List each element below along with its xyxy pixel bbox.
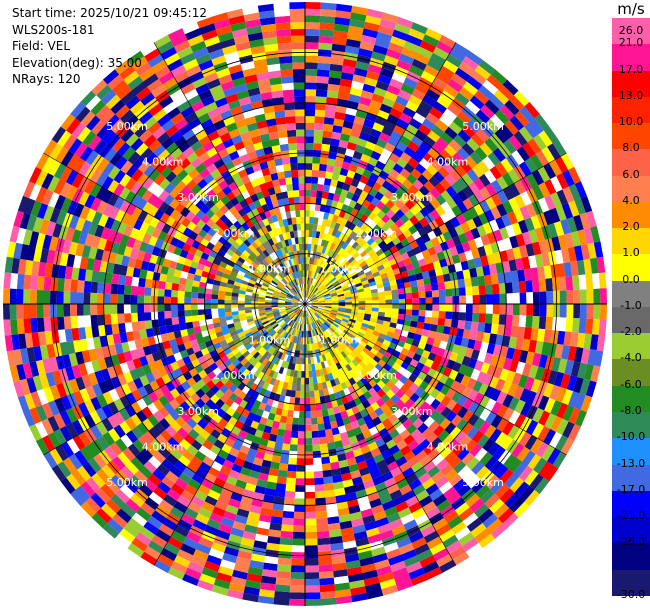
colorbar-swatch: -13.0 bbox=[612, 457, 650, 491]
range-label: 5.00km bbox=[462, 476, 504, 489]
colorbar-swatch: -21.0 bbox=[612, 509, 650, 544]
range-label: 2.00km bbox=[355, 227, 397, 240]
colorbar-swatch: -17.0 bbox=[612, 483, 650, 518]
colorbar-swatch: -4.0 bbox=[612, 351, 650, 386]
colorbar-tick: 8.0 bbox=[622, 141, 640, 155]
range-label: 3.00km bbox=[391, 405, 433, 418]
colorbar-swatch: 6.0 bbox=[612, 168, 650, 202]
colorbar-tick: -1.0 bbox=[620, 298, 642, 312]
colorbar-tick: -4.0 bbox=[620, 351, 642, 365]
elevation: Elevation(deg): 35.00 bbox=[12, 55, 142, 70]
colorbar-tick: -26.0 bbox=[616, 535, 646, 549]
range-label: 2.00km bbox=[213, 369, 255, 382]
azimuth-spoke bbox=[153, 303, 306, 566]
colorbar-tick: 26.0 bbox=[618, 24, 644, 38]
colorbar-tick: 2.0 bbox=[622, 220, 640, 234]
range-grid bbox=[3, 2, 607, 606]
range-label: 4.00km bbox=[142, 440, 184, 453]
colorbar-swatch: 0.0 bbox=[612, 273, 650, 307]
range-label: 4.00km bbox=[427, 156, 469, 169]
azimuth-spoke bbox=[43, 152, 306, 305]
colorbar-tick: -17.0 bbox=[616, 482, 646, 496]
colorbar-tick: 10.0 bbox=[618, 115, 644, 129]
range-label: 1.00km bbox=[320, 262, 362, 275]
range-label: 5.00km bbox=[106, 476, 148, 489]
colorbar-unit: m/s bbox=[617, 0, 645, 18]
colorbar: 26.0 21.0 17.0 13.0 10.0 8.0 6.0 4.0 2.0 1.0 0.0 -1… bbox=[612, 18, 650, 601]
range-label: 2.00km bbox=[355, 369, 397, 382]
velocity-gate-group bbox=[6, 35, 575, 590]
station-name: WLS200s-181 bbox=[12, 22, 95, 37]
range-label: 3.00km bbox=[177, 405, 219, 418]
azimuth-spoke bbox=[304, 303, 457, 566]
range-label: 2.00km bbox=[213, 227, 255, 240]
colorbar-swatch: 17.0 bbox=[612, 63, 650, 97]
range-label: 1.00km bbox=[249, 334, 291, 347]
colorbar-swatch: -1.0 bbox=[612, 299, 650, 334]
colorbar-swatch: -8.0 bbox=[612, 404, 650, 439]
colorbar-swatch: 10.0 bbox=[612, 115, 650, 150]
range-label: 5.00km bbox=[106, 120, 148, 133]
colorbar-swatch: 21.0 bbox=[612, 36, 650, 71]
start-time: Start time: 2025/10/21 09:45:12 bbox=[12, 6, 207, 20]
colorbar-swatch: 2.0 bbox=[612, 220, 650, 255]
range-labels: 1.00km 1.00km 1.00km 1.00km 2.00km 2.00km 2.00… bbox=[106, 120, 504, 489]
colorbar-tick: 21.0 bbox=[618, 36, 644, 50]
colorbar-tick: -8.0 bbox=[620, 403, 642, 417]
colorbar-tick: 17.0 bbox=[618, 62, 644, 76]
colorbar-swatch: 4.0 bbox=[612, 194, 650, 229]
colorbar-swatch: -10.0 bbox=[612, 430, 650, 465]
colorbar-tick: -2.0 bbox=[620, 325, 642, 339]
colorbar-tick: 6.0 bbox=[622, 167, 640, 181]
colorbar-tick: 0.0 bbox=[622, 272, 640, 286]
velocity-gate-group bbox=[13, 2, 604, 605]
range-label: 1.00km bbox=[320, 334, 362, 347]
ray-count: NRays: 120 bbox=[12, 72, 81, 86]
range-label: 3.00km bbox=[391, 191, 433, 204]
colorbar-tick: 1.0 bbox=[622, 246, 640, 260]
colorbar-swatch: 1.0 bbox=[612, 246, 650, 281]
colorbar-tick: -21.0 bbox=[616, 509, 646, 523]
azimuth-spoke bbox=[153, 42, 306, 305]
colorbar-tick: -13.0 bbox=[616, 456, 646, 470]
scan-info: Start time: 2025/10/21 09:45:12 WLS200s-… bbox=[12, 5, 207, 88]
colorbar-swatch: -2.0 bbox=[612, 325, 650, 360]
azimuth-spoke bbox=[304, 42, 457, 305]
azimuth-spoke bbox=[304, 152, 567, 305]
colorbar-swatch: 8.0 bbox=[612, 141, 650, 176]
colorbar-swatch: 13.0 bbox=[612, 89, 650, 124]
colorbar-tick: -10.0 bbox=[616, 430, 646, 444]
range-label: 4.00km bbox=[142, 156, 184, 169]
colorbar-tick: -30.0 bbox=[616, 587, 646, 601]
velocity-gate-group bbox=[16, 10, 594, 599]
range-label: 1.00km bbox=[249, 262, 291, 275]
range-label: 3.00km bbox=[177, 191, 219, 204]
velocity-gate-group bbox=[3, 35, 581, 606]
colorbar-swatch: -30.0 bbox=[612, 569, 650, 601]
range-label: 4.00km bbox=[427, 440, 469, 453]
velocity-gate-group bbox=[3, 5, 607, 598]
colorbar-tick: 4.0 bbox=[622, 193, 640, 207]
colorbar-swatch: -26.0 bbox=[612, 535, 650, 570]
colorbar-tick: 13.0 bbox=[618, 88, 644, 102]
azimuth-spoke bbox=[304, 303, 567, 456]
range-label: 5.00km bbox=[462, 120, 504, 133]
azimuth-spoke bbox=[43, 303, 306, 456]
colorbar-swatch: 26.0 bbox=[612, 18, 650, 45]
field-name: Field: VEL bbox=[12, 39, 71, 53]
colorbar-tick: -6.0 bbox=[620, 377, 642, 391]
colorbar-swatch: -6.0 bbox=[612, 378, 650, 412]
